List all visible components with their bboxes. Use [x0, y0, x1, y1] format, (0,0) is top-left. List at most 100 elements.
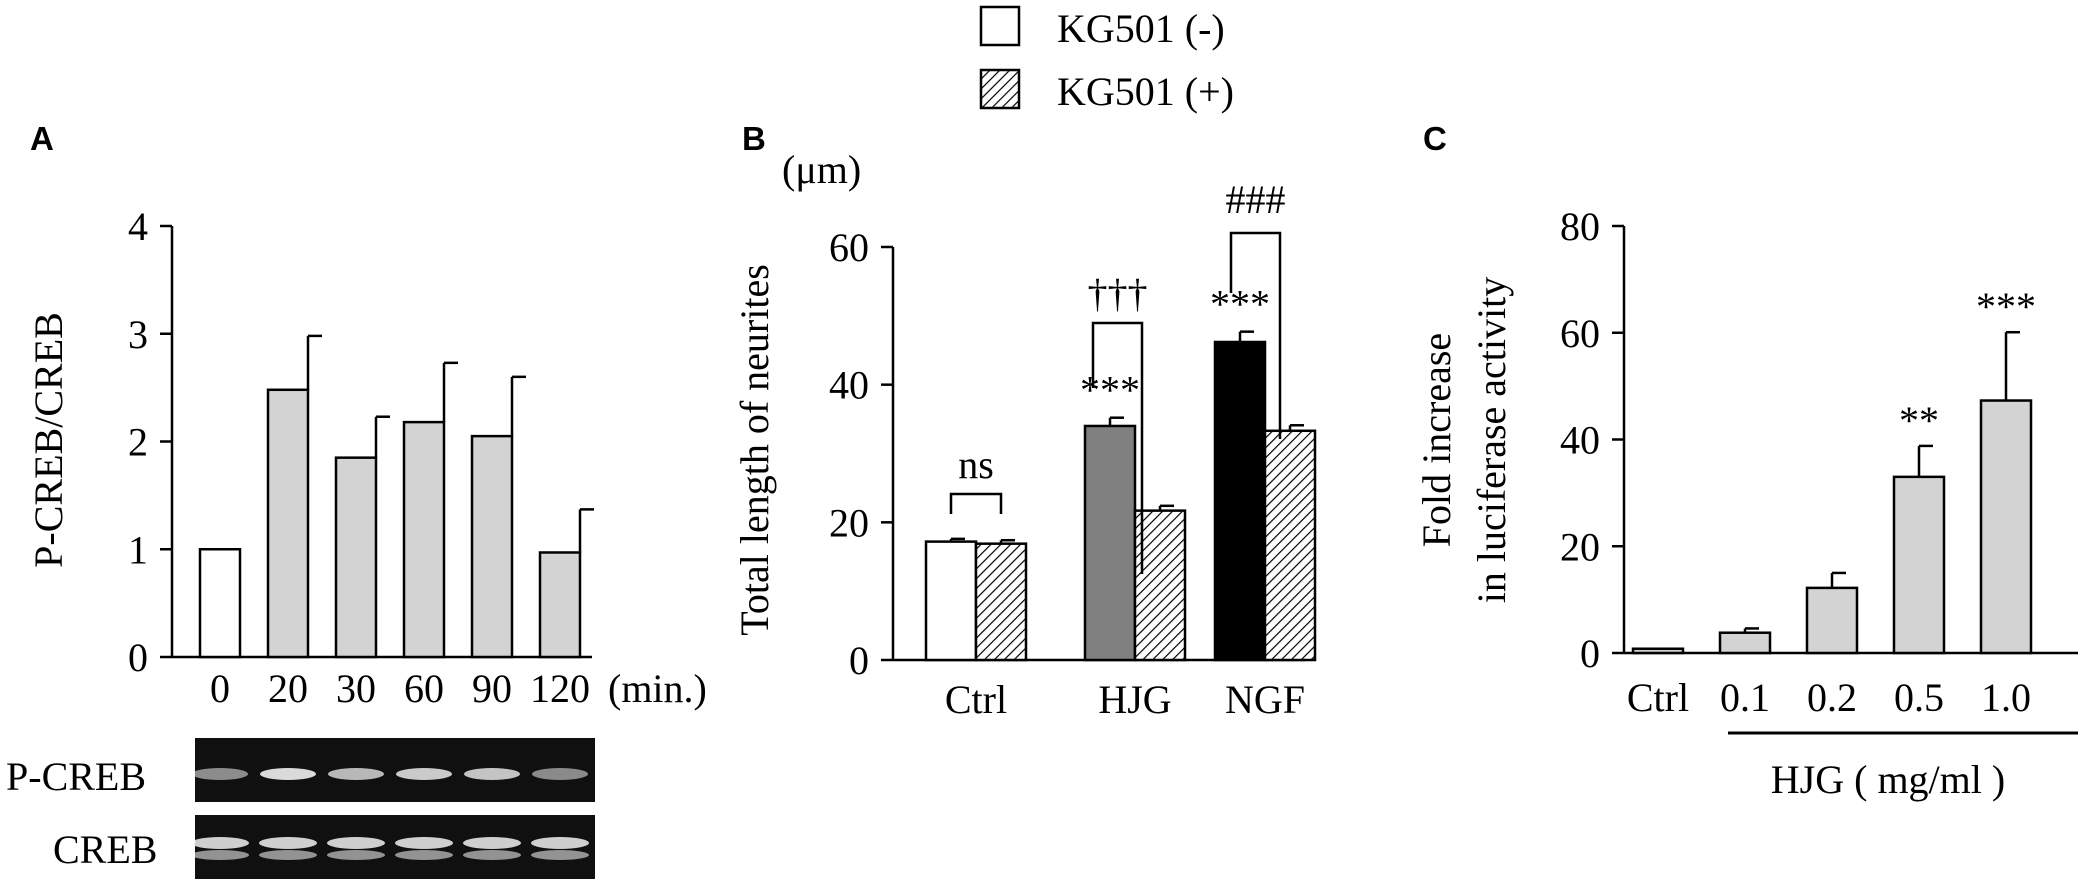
western-blot: P-CREB CREB	[6, 738, 595, 879]
panel-c-bar	[1631, 647, 1685, 655]
panel-b-bar-kg501-minus	[1213, 340, 1267, 662]
panel-c-bars: *****	[1631, 284, 2036, 655]
blot-band-creb	[259, 837, 317, 849]
panel-a-x-tick-label: 30	[336, 666, 376, 711]
panel-a-y-ticks: 0 1 2 3 4	[128, 204, 172, 680]
panel-b-significance-stars: ***	[1080, 368, 1140, 413]
panel-b-bar-kg501-plus	[974, 542, 1028, 662]
panel-c-x-tick-label: 0.2	[1807, 675, 1857, 720]
panel-c-group-label: HJG ( mg/ml )	[1771, 757, 2005, 802]
panel-b-y-tick-label: 40	[829, 363, 869, 408]
panel-b-bracket-label: ###	[1226, 177, 1286, 222]
panel-c-significance-stars: **	[1899, 398, 1939, 443]
panel-c-ylabel-line2: in luciferase activity	[1469, 277, 1514, 604]
blot-band-p-creb	[464, 768, 520, 780]
panel-b-label: B	[742, 120, 766, 157]
legend-swatch-kg501-minus	[979, 5, 1021, 47]
panel-c-x-tick-label: 0.5	[1894, 675, 1944, 720]
legend-label-kg501-plus: KG501 (+)	[1057, 69, 1234, 114]
panel-b-x-tick-label: Ctrl	[945, 677, 1007, 722]
blot-band-p-creb	[192, 768, 248, 780]
panel-b-x-tick-label: HJG	[1098, 677, 1171, 722]
panel-b-bracket-label: ns	[958, 442, 994, 487]
legend-label-kg501-minus: KG501 (-)	[1057, 6, 1225, 51]
panel-a-y-tick-label: 1	[128, 527, 148, 572]
panel-a-x-tick-label: 0	[210, 666, 230, 711]
blot-band-creb-lower	[463, 850, 521, 860]
blot-bands	[191, 768, 589, 860]
blot-band-creb-lower	[395, 850, 453, 860]
panel-a-y-tick-label: 4	[128, 204, 148, 249]
panel-a-ylabel: P-CREB/CREB	[26, 312, 71, 568]
panel-b-y-tick-label: 0	[849, 638, 869, 683]
legend: KG501 (-) KG501 (+)	[979, 5, 1234, 114]
panel-b-comparison-bracket	[1229, 231, 1282, 439]
panel-a-x-labels: 0 20 30 60 90 120	[210, 666, 590, 711]
panel-c-bar	[1979, 399, 2033, 655]
panel-c-y-tick-label: 60	[1560, 311, 1600, 356]
panel-c-bar	[1805, 586, 1859, 655]
panel-a-x-tick-label: 20	[268, 666, 308, 711]
panel-b-comparison-bracket	[1091, 321, 1144, 574]
panel-a-bar	[470, 434, 514, 659]
panel-c-x-labels: Ctrl 0.1 0.2 0.5 1.0	[1627, 675, 2031, 720]
panel-a-x-tick-label: 90	[472, 666, 512, 711]
panel-c-y-tick-label: 40	[1560, 418, 1600, 463]
blot-label-p-creb: P-CREB	[6, 754, 146, 799]
panel-b-bar-kg501-plus	[1263, 429, 1317, 662]
blot-band-creb	[191, 837, 249, 849]
panel-a-bar	[538, 551, 582, 659]
panel-c: C Fold increase in luciferase activity 0…	[1414, 120, 2078, 802]
panel-b: B (μm) Total length of neurites 0204060 …	[732, 120, 1317, 722]
panel-b-bar-kg501-plus	[1133, 509, 1187, 662]
panel-b-bar-kg501-minus	[1083, 424, 1137, 662]
panel-b-comparison-bracket	[949, 492, 1003, 514]
panel-a-bar	[198, 548, 242, 659]
panel-c-y-tick-label: 80	[1560, 204, 1600, 249]
blot-band-creb	[327, 837, 385, 849]
blot-band-creb-lower	[327, 850, 385, 860]
panel-b-yunit: (μm)	[782, 147, 861, 192]
blot-band-creb	[395, 837, 453, 849]
panel-c-significance-stars: ***	[1976, 284, 2036, 329]
panel-a-x-tick-label: 120	[530, 666, 590, 711]
panel-c-y-tick-label: 0	[1580, 631, 1600, 676]
blot-band-creb-lower	[191, 850, 249, 860]
blot-band-creb-lower	[531, 850, 589, 860]
panel-b-bars	[924, 330, 1317, 662]
blot-band-p-creb	[532, 768, 588, 780]
panel-c-y-ticks: 0 20 40 60 80	[1560, 204, 1624, 676]
panel-b-bar-kg501-minus	[924, 540, 978, 662]
panel-a-y-tick-label: 3	[128, 312, 148, 357]
panel-b-annotations: *** *** ns ††† ###	[949, 177, 1286, 574]
panel-a-bar	[402, 420, 446, 659]
panel-c-bar	[1718, 631, 1772, 655]
panel-a-y-tick-label: 0	[128, 635, 148, 680]
blot-band-p-creb	[260, 768, 316, 780]
panel-a-bar	[266, 388, 310, 659]
panel-b-significance-stars: ***	[1210, 282, 1270, 327]
panel-a-y-tick-label: 2	[128, 420, 148, 465]
legend-swatch-kg501-plus	[979, 68, 1021, 110]
blot-band-creb	[531, 837, 589, 849]
panel-c-x-tick-label: 1.0	[1981, 675, 2031, 720]
panel-c-x-tick-label: 0.1	[1720, 675, 1770, 720]
panel-b-x-labels: Ctrl HJG NGF	[945, 677, 1305, 722]
blot-label-creb: CREB	[53, 827, 157, 872]
blot-band-p-creb	[328, 768, 384, 780]
panel-a-xunit: (min.)	[608, 666, 707, 711]
blot-strip-creb	[195, 815, 595, 879]
panel-c-x-tick-label: Ctrl	[1627, 675, 1689, 720]
panel-b-x-tick-label: NGF	[1225, 677, 1305, 722]
panel-a-bars	[198, 334, 594, 659]
panel-c-y-tick-label: 20	[1560, 524, 1600, 569]
blot-band-p-creb	[396, 768, 452, 780]
panel-b-y-tick-label: 20	[829, 500, 869, 545]
panel-b-y-tick-label: 60	[829, 225, 869, 270]
panel-c-bar	[1892, 475, 1946, 655]
panel-a-bar	[334, 456, 378, 659]
panel-b-bracket-label: †††	[1088, 271, 1148, 316]
blot-band-creb	[463, 837, 521, 849]
